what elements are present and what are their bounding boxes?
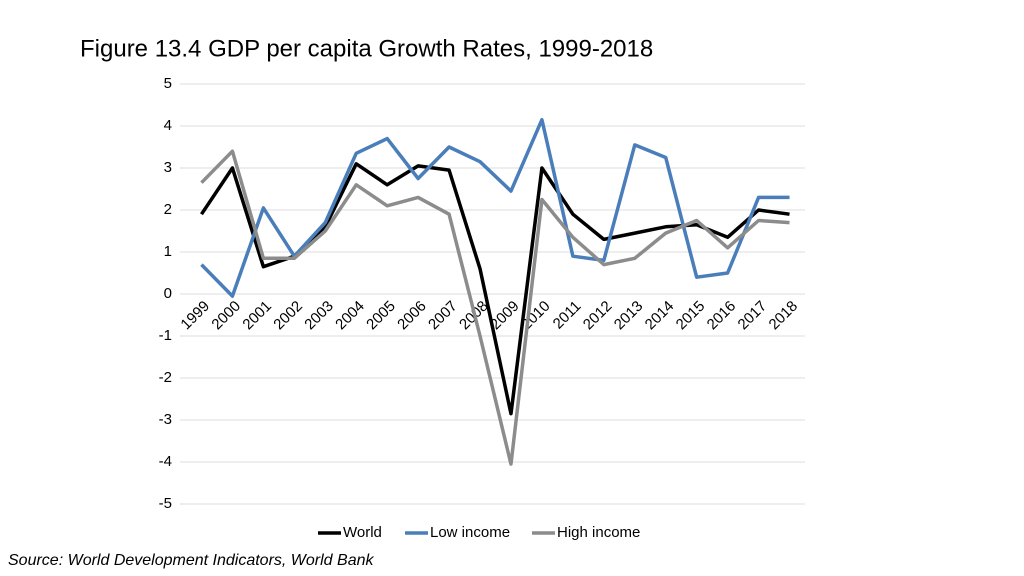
x-tick-label: 2015 xyxy=(673,298,709,334)
y-tick-label: 1 xyxy=(164,243,172,260)
x-tick-label: 2005 xyxy=(363,298,399,334)
legend-label: World xyxy=(343,524,382,541)
y-tick-label: 4 xyxy=(164,117,172,134)
x-tick-label: 2014 xyxy=(642,298,678,334)
y-tick-label: -1 xyxy=(159,327,172,344)
x-tick-label: 2001 xyxy=(239,298,275,334)
legend-label: Low income xyxy=(430,524,510,541)
x-tick-label: 2016 xyxy=(704,298,740,334)
y-tick-label: 0 xyxy=(164,285,172,302)
y-tick-label: 5 xyxy=(164,75,172,92)
x-tick-label: 2006 xyxy=(394,298,430,334)
y-tick-label: -4 xyxy=(159,453,172,470)
chart-title: Figure 13.4 GDP per capita Growth Rates,… xyxy=(80,35,653,62)
y-tick-label: 2 xyxy=(164,201,172,218)
y-tick-label: -5 xyxy=(159,495,172,512)
x-tick-label: 2018 xyxy=(766,298,802,334)
x-tick-label: 2012 xyxy=(580,298,616,334)
series-line xyxy=(200,117,790,298)
x-tick-label: 2002 xyxy=(270,298,306,334)
x-tick-label: 2013 xyxy=(611,298,647,334)
source-note: Source: World Development Indicators, Wo… xyxy=(8,552,374,569)
x-tick-label: 2003 xyxy=(301,298,337,334)
x-tick-label: 2007 xyxy=(425,298,461,334)
x-tick-label: 2000 xyxy=(208,298,244,334)
x-tick-label: 2017 xyxy=(735,298,771,334)
x-tick-label: 2011 xyxy=(550,298,585,333)
legend-label: High income xyxy=(557,524,640,541)
x-tick-label: 1999 xyxy=(177,298,213,334)
y-tick-label: -3 xyxy=(159,411,172,428)
series-line xyxy=(200,149,790,466)
series-line xyxy=(200,162,790,416)
y-tick-label: -2 xyxy=(159,369,172,386)
x-tick-label: 2004 xyxy=(332,298,368,334)
y-tick-label: 3 xyxy=(164,159,172,176)
